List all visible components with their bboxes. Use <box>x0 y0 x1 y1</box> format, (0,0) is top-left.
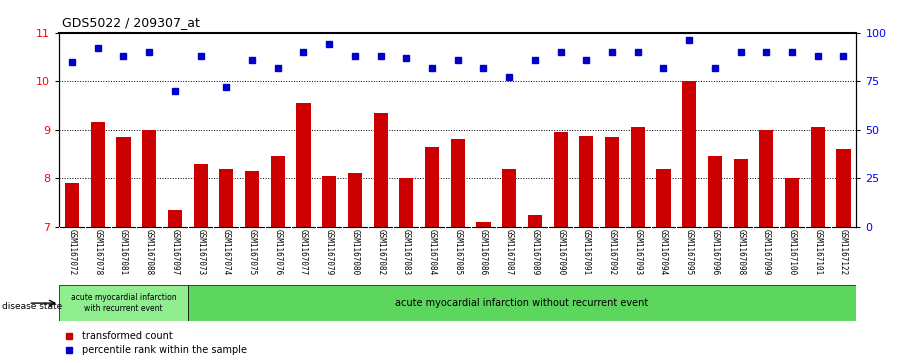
Bar <box>399 178 414 227</box>
Text: GSM1167091: GSM1167091 <box>582 229 591 275</box>
Bar <box>193 164 208 227</box>
Text: GSM1167122: GSM1167122 <box>839 229 848 275</box>
Text: GSM1167089: GSM1167089 <box>530 229 539 275</box>
Bar <box>733 159 748 227</box>
Text: GSM1167088: GSM1167088 <box>145 229 154 275</box>
Text: GSM1167083: GSM1167083 <box>402 229 411 275</box>
Text: GSM1167078: GSM1167078 <box>93 229 102 275</box>
Text: GSM1167099: GSM1167099 <box>762 229 771 275</box>
Text: GSM1167090: GSM1167090 <box>556 229 565 275</box>
Bar <box>605 137 619 227</box>
Bar <box>527 215 542 227</box>
Text: GSM1167093: GSM1167093 <box>633 229 642 275</box>
Bar <box>425 147 439 227</box>
Text: GSM1167076: GSM1167076 <box>273 229 282 275</box>
Bar <box>322 176 336 227</box>
Text: GSM1167092: GSM1167092 <box>608 229 617 275</box>
Text: GSM1167095: GSM1167095 <box>685 229 693 275</box>
Text: GSM1167100: GSM1167100 <box>787 229 796 275</box>
Text: percentile rank within the sample: percentile rank within the sample <box>82 345 247 355</box>
Bar <box>682 81 696 227</box>
Text: transformed count: transformed count <box>82 331 172 341</box>
Text: GSM1167085: GSM1167085 <box>454 229 462 275</box>
Bar <box>348 174 362 227</box>
Text: GDS5022 / 209307_at: GDS5022 / 209307_at <box>62 16 200 29</box>
Bar <box>708 156 722 227</box>
Text: GSM1167081: GSM1167081 <box>119 229 128 275</box>
Bar <box>220 169 233 227</box>
Text: GSM1167080: GSM1167080 <box>351 229 360 275</box>
Bar <box>91 122 105 227</box>
Text: GSM1167079: GSM1167079 <box>324 229 333 275</box>
Text: GSM1167072: GSM1167072 <box>67 229 77 275</box>
Bar <box>579 136 593 227</box>
Bar <box>451 139 465 227</box>
Bar <box>188 285 856 321</box>
Text: acute myocardial infarction without recurrent event: acute myocardial infarction without recu… <box>395 298 649 308</box>
Bar <box>657 169 670 227</box>
Text: GSM1167086: GSM1167086 <box>479 229 488 275</box>
Bar <box>554 132 568 227</box>
Text: disease state: disease state <box>2 302 62 311</box>
Bar <box>296 103 311 227</box>
Bar <box>836 149 851 227</box>
Bar <box>65 183 79 227</box>
Text: GSM1167101: GSM1167101 <box>814 229 823 275</box>
Text: acute myocardial infarction
with recurrent event: acute myocardial infarction with recurre… <box>71 293 177 313</box>
Bar <box>630 127 645 227</box>
Text: GSM1167096: GSM1167096 <box>711 229 720 275</box>
Text: GSM1167098: GSM1167098 <box>736 229 745 275</box>
Bar <box>168 210 182 227</box>
Text: GSM1167087: GSM1167087 <box>505 229 514 275</box>
Bar <box>271 156 285 227</box>
Text: GSM1167097: GSM1167097 <box>170 229 179 275</box>
Text: GSM1167094: GSM1167094 <box>659 229 668 275</box>
Bar <box>245 171 259 227</box>
Bar <box>117 137 130 227</box>
Text: GSM1167082: GSM1167082 <box>376 229 385 275</box>
Bar <box>476 222 490 227</box>
Bar <box>811 127 824 227</box>
Text: GSM1167073: GSM1167073 <box>196 229 205 275</box>
Bar <box>59 285 188 321</box>
Bar <box>142 130 157 227</box>
Text: GSM1167077: GSM1167077 <box>299 229 308 275</box>
Text: GSM1167084: GSM1167084 <box>427 229 436 275</box>
Bar <box>502 169 517 227</box>
Bar <box>759 130 773 227</box>
Bar <box>374 113 388 227</box>
Bar <box>785 178 799 227</box>
Text: GSM1167074: GSM1167074 <box>222 229 230 275</box>
Text: GSM1167075: GSM1167075 <box>248 229 257 275</box>
